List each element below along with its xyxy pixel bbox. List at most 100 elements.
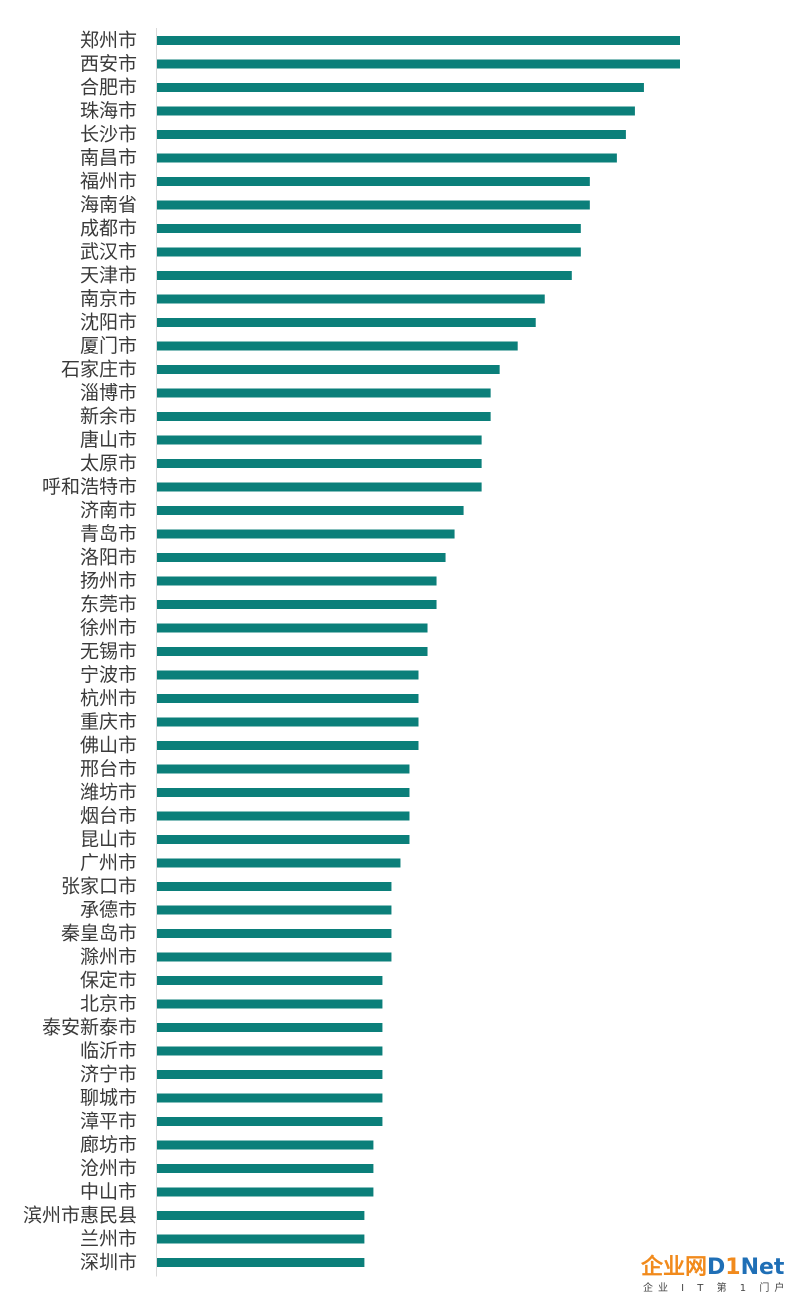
category-label-22: 洛阳市 bbox=[80, 547, 137, 569]
bar-44 bbox=[157, 1070, 383, 1079]
bar-24 bbox=[157, 600, 437, 609]
category-label-50: 滨州市惠民县 bbox=[23, 1205, 137, 1227]
category-label-15: 淄博市 bbox=[80, 382, 137, 404]
bar-52 bbox=[157, 1258, 365, 1267]
bar-31 bbox=[157, 764, 410, 774]
category-label-7: 海南省 bbox=[80, 194, 137, 216]
bars bbox=[157, 36, 680, 1267]
bar-48 bbox=[157, 1164, 374, 1173]
category-label-38: 秦皇岛市 bbox=[61, 923, 137, 945]
bar-35 bbox=[157, 858, 401, 868]
bar-0 bbox=[157, 36, 680, 45]
bar-7 bbox=[157, 200, 590, 210]
category-label-28: 杭州市 bbox=[80, 688, 137, 710]
category-label-6: 福州市 bbox=[80, 171, 137, 193]
category-label-23: 扬州市 bbox=[80, 570, 137, 592]
category-label-24: 东莞市 bbox=[80, 594, 137, 616]
category-label-9: 武汉市 bbox=[80, 241, 137, 263]
bar-1 bbox=[157, 59, 680, 69]
category-label-51: 兰州市 bbox=[80, 1228, 137, 1250]
bar-40 bbox=[157, 976, 383, 985]
category-label-14: 石家庄市 bbox=[61, 359, 137, 381]
bar-46 bbox=[157, 1117, 383, 1126]
bar-8 bbox=[157, 224, 581, 233]
bar-18 bbox=[157, 459, 482, 468]
watermark-brand-d: D bbox=[707, 1255, 726, 1280]
category-label-34: 昆山市 bbox=[80, 829, 137, 851]
category-label-31: 邢台市 bbox=[80, 758, 137, 780]
category-label-52: 深圳市 bbox=[80, 1252, 137, 1274]
category-label-46: 漳平市 bbox=[80, 1111, 137, 1133]
bar-10 bbox=[157, 271, 572, 280]
category-label-19: 呼和浩特市 bbox=[42, 476, 137, 498]
bar-14 bbox=[157, 365, 500, 374]
bar-12 bbox=[157, 318, 536, 327]
category-label-8: 成都市 bbox=[80, 218, 137, 240]
category-label-12: 沈阳市 bbox=[80, 312, 137, 334]
bar-21 bbox=[157, 529, 455, 539]
bar-37 bbox=[157, 905, 392, 915]
bar-4 bbox=[157, 130, 626, 139]
category-label-20: 济南市 bbox=[80, 500, 137, 522]
category-label-2: 合肥市 bbox=[80, 77, 137, 99]
bar-16 bbox=[157, 412, 491, 421]
bar-26 bbox=[157, 647, 428, 656]
watermark-tagline: 企业 I T 第 1 门户 bbox=[643, 1283, 790, 1294]
category-label-39: 滁州市 bbox=[80, 946, 137, 968]
bar-43 bbox=[157, 1046, 383, 1056]
category-label-25: 徐州市 bbox=[80, 617, 137, 639]
bar-28 bbox=[157, 694, 419, 703]
category-label-37: 承德市 bbox=[80, 899, 137, 921]
category-label-29: 重庆市 bbox=[80, 711, 137, 733]
bar-30 bbox=[157, 741, 419, 750]
category-label-44: 济宁市 bbox=[80, 1064, 137, 1086]
bar-3 bbox=[157, 106, 635, 116]
category-label-40: 保定市 bbox=[80, 970, 137, 992]
category-label-18: 太原市 bbox=[80, 453, 137, 475]
watermark-logo: 企业网D1Net bbox=[641, 1249, 784, 1281]
bar-23 bbox=[157, 576, 437, 586]
category-label-1: 西安市 bbox=[80, 53, 137, 75]
category-label-30: 佛山市 bbox=[80, 735, 137, 757]
bar-45 bbox=[157, 1093, 383, 1103]
category-label-49: 中山市 bbox=[80, 1181, 137, 1203]
category-label-32: 潍坊市 bbox=[80, 782, 137, 804]
bar-41 bbox=[157, 999, 383, 1009]
category-label-16: 新余市 bbox=[80, 406, 137, 428]
category-label-0: 郑州市 bbox=[80, 30, 137, 52]
category-label-35: 广州市 bbox=[80, 852, 137, 874]
brand-watermark: 企业网D1Net 企业 I T 第 1 门户 bbox=[641, 1249, 803, 1297]
bar-49 bbox=[157, 1187, 374, 1197]
bar-27 bbox=[157, 670, 419, 680]
category-label-42: 泰安新泰市 bbox=[42, 1017, 137, 1039]
bar-13 bbox=[157, 341, 518, 351]
category-label-26: 无锡市 bbox=[80, 641, 137, 663]
bar-39 bbox=[157, 952, 392, 962]
category-label-43: 临沂市 bbox=[80, 1040, 137, 1062]
bar-9 bbox=[157, 247, 581, 257]
category-label-17: 唐山市 bbox=[80, 429, 137, 451]
category-label-48: 沧州市 bbox=[80, 1158, 137, 1180]
category-label-10: 天津市 bbox=[80, 265, 137, 287]
watermark-brand-cn: 企业网 bbox=[641, 1255, 708, 1280]
bar-36 bbox=[157, 882, 392, 891]
bar-6 bbox=[157, 177, 590, 186]
category-label-13: 厦门市 bbox=[80, 335, 137, 357]
category-label-3: 珠海市 bbox=[80, 100, 137, 122]
watermark-brand-net: Net bbox=[740, 1255, 785, 1280]
bar-2 bbox=[157, 83, 644, 92]
bar-29 bbox=[157, 717, 419, 727]
bar-22 bbox=[157, 553, 446, 562]
category-label-21: 青岛市 bbox=[80, 523, 137, 545]
category-label-27: 宁波市 bbox=[80, 664, 137, 686]
category-label-45: 聊城市 bbox=[80, 1087, 137, 1109]
bar-42 bbox=[157, 1023, 383, 1032]
bar-20 bbox=[157, 506, 464, 515]
category-label-41: 北京市 bbox=[80, 993, 137, 1015]
bar-15 bbox=[157, 388, 491, 398]
bar-34 bbox=[157, 835, 410, 844]
bar-17 bbox=[157, 435, 482, 445]
category-label-5: 南昌市 bbox=[80, 147, 137, 169]
bar-47 bbox=[157, 1140, 374, 1150]
